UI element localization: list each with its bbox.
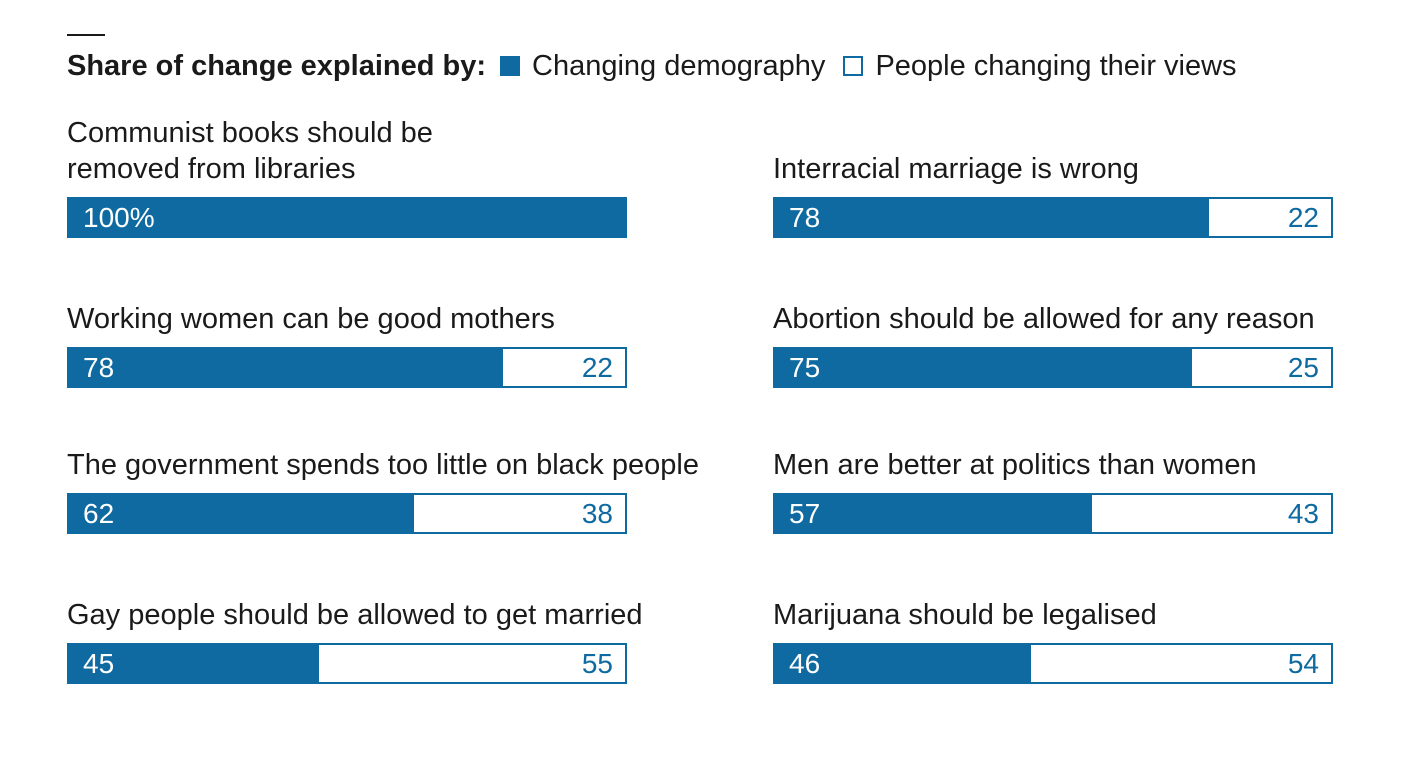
stacked-bar: 78 22 bbox=[773, 197, 1333, 238]
stacked-bar: 62 38 bbox=[67, 493, 627, 534]
category-label: Marijuana should be legalised bbox=[773, 599, 1157, 631]
legend-item-demography: Changing demography bbox=[500, 50, 825, 83]
stacked-bar: 75 25 bbox=[773, 347, 1333, 388]
data-label-demography: 100% bbox=[83, 202, 155, 233]
top-rule bbox=[67, 34, 105, 36]
data-label-views: 54 bbox=[1287, 648, 1319, 679]
category-label: Gay people should be allowed to get marr… bbox=[67, 599, 643, 631]
data-label-demography: 78 bbox=[789, 202, 821, 233]
legend: Share of change explained by: Changing d… bbox=[67, 46, 1255, 86]
data-label-demography: 62 bbox=[83, 498, 115, 529]
stacked-bar: 100% bbox=[67, 197, 627, 238]
bar-segment-demography bbox=[69, 645, 320, 682]
bar-segment-demography bbox=[69, 349, 503, 386]
bar-segment-demography bbox=[69, 199, 625, 236]
stacked-bar: 57 43 bbox=[773, 493, 1333, 534]
category-label: Men are better at politics than women bbox=[773, 449, 1257, 481]
data-label-views: 55 bbox=[581, 648, 613, 679]
data-label-demography: 75 bbox=[789, 352, 821, 383]
category-label: Interracial marriage is wrong bbox=[773, 153, 1139, 185]
data-label-views: 22 bbox=[1287, 202, 1319, 233]
stacked-bar: 78 22 bbox=[67, 347, 627, 388]
data-label-views: 22 bbox=[581, 352, 613, 383]
category-label: Abortion should be allowed for any reaso… bbox=[773, 303, 1315, 335]
data-label-views: 25 bbox=[1287, 352, 1319, 383]
data-label-views: 38 bbox=[581, 498, 613, 529]
stacked-bar: 45 55 bbox=[67, 643, 627, 684]
data-label-demography: 45 bbox=[83, 648, 115, 679]
legend-title: Share of change explained by: bbox=[67, 49, 486, 82]
bar-segment-demography bbox=[69, 495, 414, 532]
bar-segment-views bbox=[319, 645, 625, 682]
bar-segment-demography bbox=[775, 349, 1192, 386]
category-label: The government spends too little on blac… bbox=[67, 449, 699, 481]
bar-segment-views bbox=[1031, 645, 1331, 682]
data-label-demography: 57 bbox=[789, 498, 821, 529]
legend-swatch-demography bbox=[500, 56, 520, 76]
legend-item-views: People changing their views bbox=[843, 49, 1237, 83]
legend-label-demography: Changing demography bbox=[532, 49, 826, 82]
stacked-bar: 46 54 bbox=[773, 643, 1333, 684]
data-label-demography: 78 bbox=[83, 352, 115, 383]
bar-segment-demography bbox=[775, 645, 1031, 682]
legend-label-views: People changing their views bbox=[875, 49, 1237, 82]
legend-swatch-views bbox=[843, 56, 864, 76]
category-label: Communist books should be removed from l… bbox=[67, 117, 433, 185]
bar-segment-demography bbox=[775, 495, 1092, 532]
category-label: Working women can be good mothers bbox=[67, 303, 555, 335]
data-label-demography: 46 bbox=[789, 648, 821, 679]
data-label-views: 43 bbox=[1287, 498, 1319, 529]
bar-segment-demography bbox=[775, 199, 1209, 236]
